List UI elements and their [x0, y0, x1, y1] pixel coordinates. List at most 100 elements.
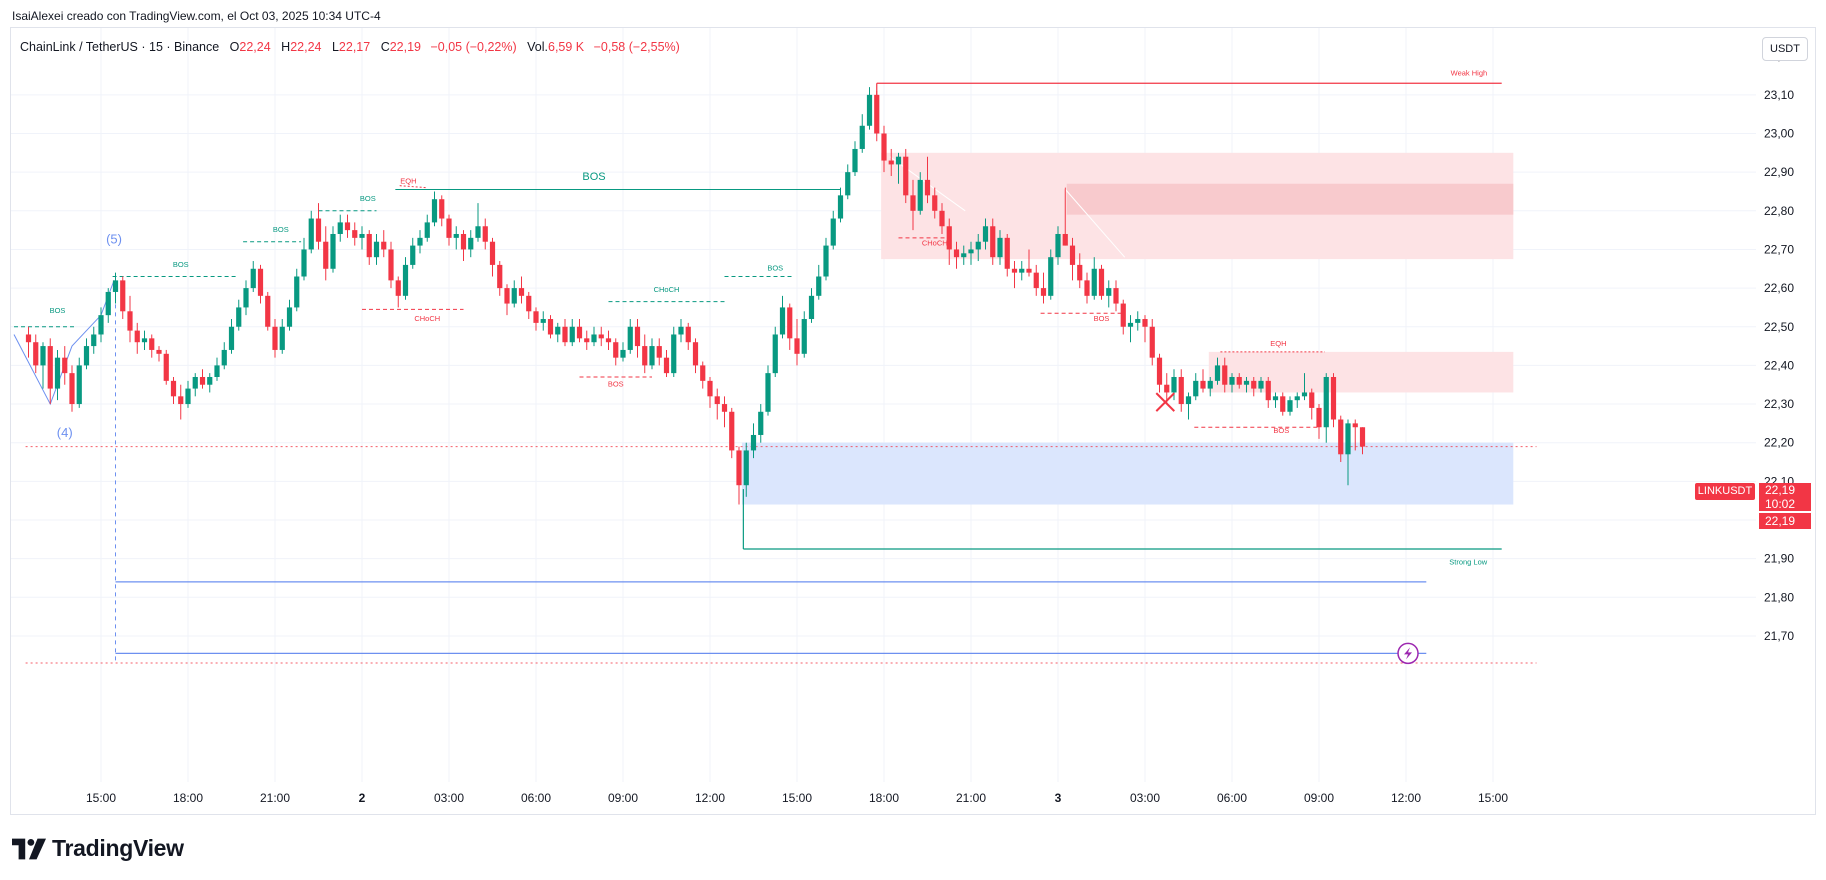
candle-up [1185, 396, 1192, 405]
candle-down [605, 338, 612, 343]
candle-up [279, 326, 285, 350]
candle-down [1069, 245, 1076, 265]
zone-supply_strong [1066, 183, 1514, 215]
volume-value: 6,59 K [548, 40, 585, 54]
y-tick-label: 21,70 [1764, 629, 1794, 643]
candle-down [1338, 419, 1344, 455]
candle-up [105, 291, 111, 316]
candle-up [373, 241, 380, 258]
candle-down [388, 249, 394, 281]
candle-down [932, 195, 938, 211]
zone-demand [741, 442, 1514, 505]
candle-up [540, 319, 546, 323]
countdown-tag: 10:02 [1759, 497, 1811, 511]
candle-down [736, 450, 742, 486]
high-label: H [281, 40, 291, 54]
brand[interactable]: TradingView [12, 835, 184, 862]
candle-down [714, 396, 720, 405]
brand-name: TradingView [52, 835, 184, 861]
candle-down [1265, 380, 1271, 401]
candle-down [1330, 376, 1337, 420]
x-tick-label: 06:00 [521, 791, 551, 805]
candle-down [504, 288, 510, 304]
y-tick-label: 23,10 [1764, 88, 1794, 102]
annotation-bos: BOS [767, 264, 783, 273]
candle-down [1352, 423, 1358, 428]
candle-down [1316, 407, 1322, 428]
candle-down [1359, 427, 1366, 447]
annotation-bos_major: BOS [582, 171, 605, 183]
candle-down [1113, 288, 1119, 304]
x-tick-label: 15:00 [86, 791, 116, 805]
candle-up [779, 307, 786, 335]
y-tick-label: 22,20 [1764, 436, 1794, 450]
x-tick-label: 21:00 [260, 791, 290, 805]
candle-down [265, 295, 271, 327]
annotation-eqh: EQH [1270, 339, 1286, 348]
currency-button[interactable]: USDT [1762, 37, 1808, 61]
symbol-name[interactable]: ChainLink / TetherUS · 15 · Binance [20, 40, 220, 54]
candle-down [395, 280, 401, 296]
x-tick-label: 15:00 [782, 791, 812, 805]
candle-down [692, 342, 699, 366]
candle-up [337, 222, 343, 234]
candle-down [642, 346, 648, 366]
wave-line [13, 280, 115, 406]
candle-up [431, 199, 438, 223]
open-label: O [229, 40, 240, 54]
low-label: L [331, 40, 339, 54]
candle-down [729, 411, 735, 451]
candle-down [700, 365, 706, 381]
candle-down [685, 326, 691, 343]
high-value: 22,24 [290, 40, 322, 54]
candle-up [671, 334, 677, 374]
x-tick-label: 3 [1055, 791, 1062, 805]
candle-down [366, 233, 372, 258]
candle-down [1062, 233, 1068, 246]
candle-up [1127, 322, 1134, 327]
y-tick-label: 21,80 [1764, 590, 1794, 604]
candle-down [1236, 376, 1242, 385]
annotation-choch: CHoCH [414, 314, 440, 323]
candle-down [352, 230, 358, 238]
low-value: 22,17 [338, 40, 371, 54]
candle-up [294, 276, 300, 308]
y-tick-label: 22,70 [1764, 242, 1794, 256]
candle-down [489, 241, 496, 265]
candle-down [518, 288, 525, 296]
candle-down [163, 353, 169, 381]
candle-up [1171, 376, 1177, 393]
change-value: −0,05 (−0,22%) [430, 40, 517, 54]
x-tick-label: 18:00 [173, 791, 203, 805]
candle-down [1011, 268, 1018, 273]
candle-down [134, 330, 140, 343]
candle-down [547, 319, 554, 335]
candle-up [852, 148, 858, 173]
candle-down [634, 326, 641, 347]
candle-down [1077, 264, 1083, 281]
candle-up [40, 346, 46, 366]
candle-down [721, 404, 728, 412]
candle-up [627, 326, 633, 350]
candle-down [910, 195, 916, 211]
candle-down [1142, 319, 1148, 327]
candle-down [1156, 357, 1163, 385]
candle-down [315, 218, 322, 242]
candle-up [591, 334, 597, 343]
candle-down [794, 338, 800, 354]
candle-up [816, 276, 822, 296]
candle-up [141, 338, 148, 343]
candle-down [1040, 288, 1047, 296]
candle-up [330, 233, 336, 269]
candle-down [1004, 237, 1010, 269]
y-tick-label: 22,80 [1764, 204, 1794, 218]
candle-down [344, 222, 351, 231]
candle-down [69, 373, 75, 405]
annotation-bos: BOS [50, 306, 66, 315]
candle-up [308, 218, 314, 250]
open-value: 22,24 [239, 40, 271, 54]
candle-up [1243, 380, 1250, 385]
annotation-choch: CHoCH [922, 239, 948, 248]
candle-up [1193, 380, 1199, 397]
